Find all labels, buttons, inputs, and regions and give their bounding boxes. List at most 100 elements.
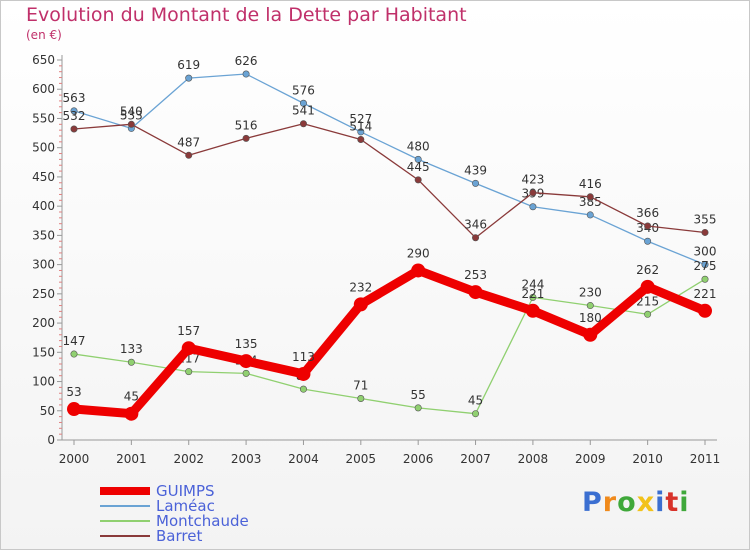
data-label: 532 bbox=[63, 109, 86, 123]
x-tick-label: 2008 bbox=[518, 452, 549, 466]
data-point bbox=[296, 366, 311, 381]
x-tick-label: 2005 bbox=[346, 452, 377, 466]
x-tick-label: 2004 bbox=[288, 452, 319, 466]
data-label: 180 bbox=[579, 311, 602, 325]
data-label: 619 bbox=[177, 58, 200, 72]
y-tick-label: 200 bbox=[32, 316, 55, 330]
data-point bbox=[586, 193, 594, 201]
data-label: 215 bbox=[636, 294, 659, 308]
data-point bbox=[67, 402, 81, 417]
data-point bbox=[698, 303, 712, 318]
y-tick-label: 450 bbox=[32, 170, 55, 184]
data-point bbox=[644, 222, 652, 230]
y-tick-label: 250 bbox=[32, 287, 55, 301]
data-point bbox=[185, 74, 193, 82]
data-label: 262 bbox=[636, 263, 659, 277]
data-label: 366 bbox=[636, 206, 659, 220]
data-label: 133 bbox=[120, 342, 143, 356]
data-point bbox=[242, 134, 250, 142]
x-tick-label: 2002 bbox=[173, 452, 204, 466]
data-point bbox=[414, 176, 422, 184]
data-label: 416 bbox=[579, 177, 602, 191]
data-label: 445 bbox=[407, 160, 430, 174]
data-label: 230 bbox=[579, 286, 602, 300]
data-label: 232 bbox=[349, 280, 372, 294]
data-point bbox=[525, 303, 540, 318]
data-label: 135 bbox=[235, 337, 258, 351]
data-point bbox=[299, 120, 307, 128]
legend-swatch-barret bbox=[100, 535, 150, 537]
data-point bbox=[185, 368, 193, 376]
data-point bbox=[583, 327, 598, 342]
y-tick-label: 400 bbox=[32, 199, 55, 213]
data-label: 516 bbox=[235, 118, 258, 132]
legend-swatch-montchaude bbox=[100, 520, 150, 522]
data-label: 487 bbox=[177, 135, 200, 149]
data-point bbox=[701, 228, 709, 236]
data-label: 113 bbox=[292, 350, 315, 364]
data-point bbox=[70, 125, 78, 133]
data-label: 244 bbox=[521, 277, 544, 291]
data-label: 157 bbox=[177, 324, 200, 338]
data-label: 221 bbox=[521, 287, 544, 301]
data-point bbox=[70, 107, 78, 115]
legend-swatch-guimps bbox=[100, 487, 150, 495]
data-point bbox=[472, 234, 480, 242]
data-label: 385 bbox=[579, 195, 602, 209]
data-label: 45 bbox=[468, 394, 483, 408]
data-point bbox=[529, 189, 537, 197]
data-label: 541 bbox=[292, 104, 315, 118]
data-point bbox=[124, 406, 139, 421]
data-label: 53 bbox=[66, 385, 81, 399]
y-tick-label: 500 bbox=[32, 141, 55, 155]
data-label: 221 bbox=[694, 287, 717, 301]
legend-label-lamerac: Laméac bbox=[156, 497, 215, 515]
data-point bbox=[185, 151, 193, 159]
data-point bbox=[644, 310, 652, 318]
data-label: 355 bbox=[694, 212, 717, 226]
data-point bbox=[242, 369, 250, 377]
x-tick-label: 2001 bbox=[116, 452, 147, 466]
data-label: 55 bbox=[411, 388, 426, 402]
chart-subtitle: (en €) bbox=[26, 28, 62, 42]
data-point bbox=[701, 275, 709, 283]
data-point bbox=[70, 350, 78, 358]
data-point bbox=[644, 237, 652, 245]
data-point bbox=[529, 293, 537, 301]
data-point bbox=[472, 410, 480, 418]
data-label: 147 bbox=[63, 334, 86, 348]
data-label: 45 bbox=[124, 390, 139, 404]
x-tick-label: 2000 bbox=[59, 452, 90, 466]
data-point bbox=[586, 211, 594, 219]
data-point bbox=[701, 261, 709, 269]
y-tick-label: 550 bbox=[32, 111, 55, 125]
data-label: 563 bbox=[63, 91, 86, 105]
data-label: 346 bbox=[464, 218, 487, 232]
legend-swatch-lamerac bbox=[100, 505, 150, 507]
data-point bbox=[353, 297, 368, 312]
y-tick-label: 300 bbox=[32, 258, 55, 272]
data-label: 275 bbox=[694, 259, 717, 273]
y-tick-label: 0 bbox=[47, 433, 55, 447]
data-point bbox=[472, 179, 480, 187]
data-label: 253 bbox=[464, 268, 487, 282]
x-tick-label: 2009 bbox=[575, 452, 606, 466]
data-label: 290 bbox=[407, 246, 430, 260]
data-point bbox=[640, 279, 655, 294]
x-tick-label: 2007 bbox=[460, 452, 491, 466]
legend-label-barret: Barret bbox=[156, 527, 203, 545]
data-point bbox=[411, 263, 426, 278]
data-point bbox=[357, 394, 365, 402]
data-label: 71 bbox=[353, 378, 368, 392]
y-tick-label: 650 bbox=[32, 53, 55, 67]
y-tick-label: 350 bbox=[32, 228, 55, 242]
series-line-0 bbox=[73, 73, 706, 266]
data-point bbox=[299, 385, 307, 393]
x-tick-label: 2006 bbox=[403, 452, 434, 466]
data-label: 300 bbox=[694, 245, 717, 259]
data-label: 527 bbox=[349, 112, 372, 126]
y-tick-label: 600 bbox=[32, 82, 55, 96]
series-line-2 bbox=[73, 123, 706, 239]
